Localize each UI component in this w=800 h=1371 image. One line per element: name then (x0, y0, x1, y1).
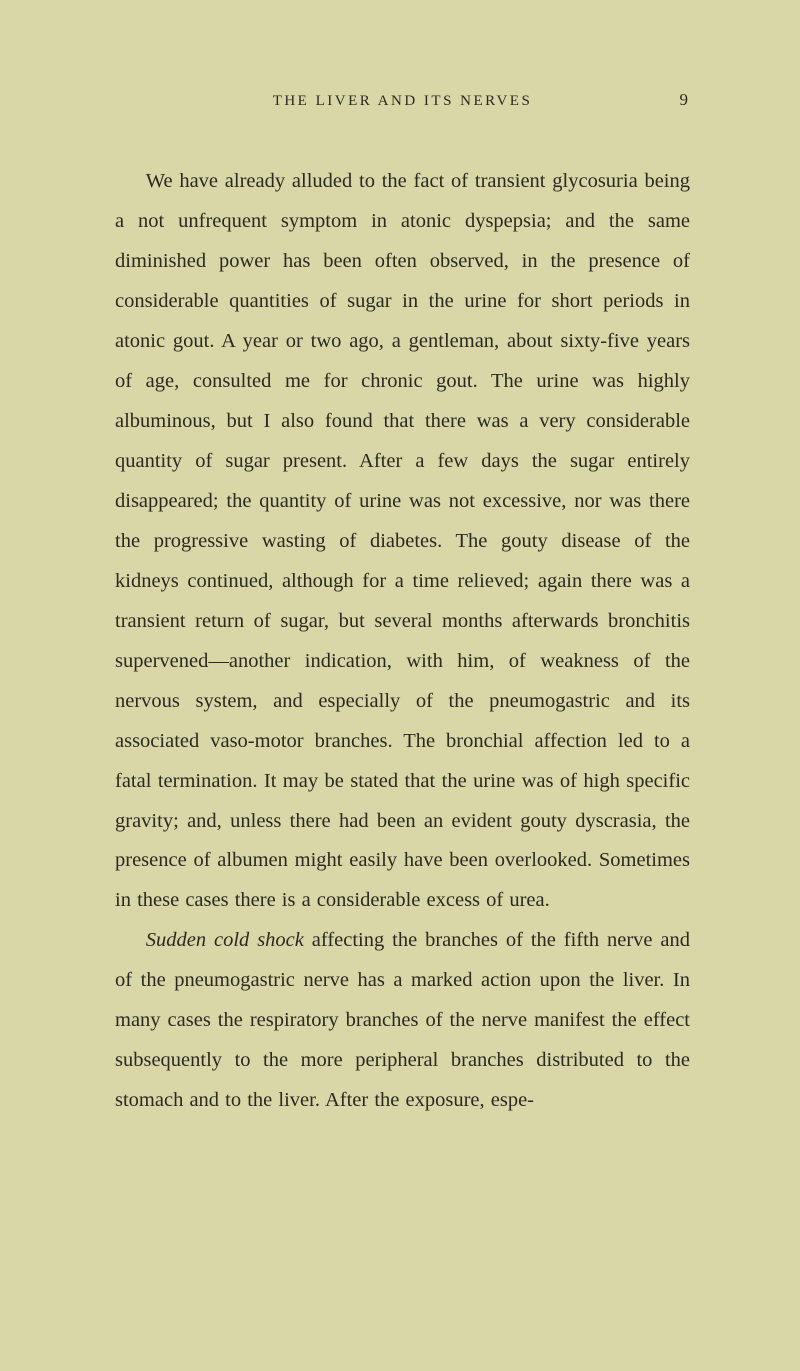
paragraph-2-rest: affecting the branches of the fifth nerv… (115, 929, 690, 1111)
body-text: We have already alluded to the fact of t… (115, 162, 690, 1121)
paragraph-1: We have already alluded to the fact of t… (115, 162, 690, 921)
paragraph-2: Sudden cold shock affecting the branches… (115, 921, 690, 1121)
italic-phrase: Sudden cold shock (146, 929, 304, 951)
page-header: THE LIVER AND ITS NERVES 9 (115, 90, 690, 110)
running-title: THE LIVER AND ITS NERVES (147, 93, 658, 110)
page-container: THE LIVER AND ITS NERVES 9 We have alrea… (0, 0, 800, 1371)
page-number: 9 (658, 90, 688, 110)
